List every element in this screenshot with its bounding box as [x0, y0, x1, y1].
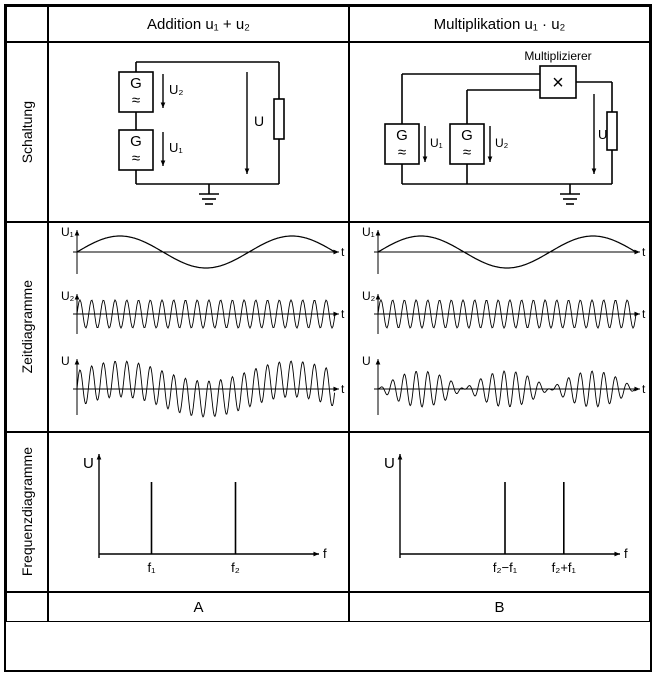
- svg-text:f: f: [323, 546, 327, 561]
- svg-text:U₁: U₁: [61, 225, 74, 239]
- svg-text:G: G: [396, 127, 408, 144]
- waveforms-addition: U₁ t U₂ t Ut: [49, 224, 348, 430]
- svg-text:f₁: f₁: [148, 560, 157, 575]
- svg-text:f₂−f₁: f₂−f₁: [493, 560, 518, 575]
- spectrum-multiplication: Uf f₂−f₁ f₂+f₁: [350, 434, 649, 590]
- svg-text:U₁: U₁: [169, 140, 183, 155]
- svg-text:≈: ≈: [398, 144, 406, 161]
- footer-B: B: [349, 592, 650, 622]
- row-label-schaltung: Schaltung: [6, 42, 48, 222]
- col-title-B: Multiplikation u₁ · u₂: [434, 16, 566, 33]
- svg-text:t: t: [341, 245, 345, 259]
- col-title-A: Addition u₁ + u₂: [147, 16, 250, 33]
- footer-label-B: B: [494, 599, 504, 616]
- svg-text:U: U: [254, 113, 264, 129]
- svg-text:G: G: [461, 127, 473, 144]
- svg-text:≈: ≈: [132, 150, 140, 167]
- svg-text:Multiplizierer: Multiplizierer: [524, 49, 591, 63]
- row-label-text: Frequenzdiagramme: [19, 447, 35, 576]
- svg-text:f: f: [624, 546, 628, 561]
- circuit-addition: G≈G≈U₂U₁U: [49, 44, 348, 220]
- svg-text:G: G: [130, 75, 142, 92]
- svg-text:t: t: [341, 307, 345, 321]
- svg-text:G: G: [130, 133, 142, 150]
- col-header-A: Addition u₁ + u₂: [48, 6, 349, 42]
- freq-B: Uf f₂−f₁ f₂+f₁: [349, 432, 650, 592]
- svg-text:t: t: [642, 245, 646, 259]
- row-label-text: Zeitdiagramme: [19, 280, 35, 373]
- svg-text:U₂: U₂: [362, 289, 376, 303]
- svg-text:U: U: [598, 127, 607, 142]
- svg-text:U₁: U₁: [430, 136, 443, 150]
- col-header-B: Multiplikation u₁ · u₂: [349, 6, 650, 42]
- zeit-B: U₁ t U₂ t Ut: [349, 222, 650, 432]
- svg-text:U: U: [362, 354, 371, 368]
- svg-text:t: t: [341, 382, 345, 396]
- footer-empty: [6, 592, 48, 622]
- svg-text:×: ×: [552, 72, 564, 94]
- svg-text:≈: ≈: [463, 144, 471, 161]
- svg-text:U₂: U₂: [169, 82, 183, 97]
- svg-text:U₂: U₂: [495, 136, 509, 150]
- corner-cell: [6, 6, 48, 42]
- footer-label-A: A: [193, 599, 203, 616]
- comparison-table: Addition u₁ + u₂ Multiplikation u₁ · u₂ …: [4, 4, 652, 672]
- svg-text:U₂: U₂: [61, 289, 75, 303]
- svg-text:f₂+f₁: f₂+f₁: [552, 560, 577, 575]
- row-label-text: Schaltung: [19, 101, 35, 163]
- footer-A: A: [48, 592, 349, 622]
- schaltung-B: Multiplizierer×G≈G≈U₁U₂U: [349, 42, 650, 222]
- waveforms-multiplication: U₁ t U₂ t Ut: [350, 224, 649, 430]
- svg-text:U₁: U₁: [362, 225, 375, 239]
- row-label-freq: Frequenzdiagramme: [6, 432, 48, 592]
- svg-text:U: U: [83, 455, 94, 472]
- svg-text:t: t: [642, 307, 646, 321]
- svg-text:U: U: [384, 455, 395, 472]
- zeit-A: U₁ t U₂ t Ut: [48, 222, 349, 432]
- row-label-zeit: Zeitdiagramme: [6, 222, 48, 432]
- circuit-multiplication: Multiplizierer×G≈G≈U₁U₂U: [350, 44, 649, 220]
- spectrum-addition: Uf f₁ f₂: [49, 434, 348, 590]
- svg-text:≈: ≈: [132, 92, 140, 109]
- svg-text:U: U: [61, 354, 70, 368]
- svg-text:f₂: f₂: [231, 560, 240, 575]
- schaltung-A: G≈G≈U₂U₁U: [48, 42, 349, 222]
- svg-text:t: t: [642, 382, 646, 396]
- freq-A: Uf f₁ f₂: [48, 432, 349, 592]
